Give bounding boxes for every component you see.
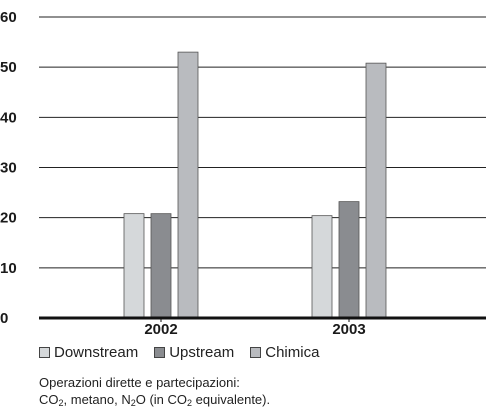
bar-downstream-2003 [311,215,333,319]
legend-item-downstream: Downstream [39,344,138,361]
legend-item-upstream: Upstream [154,344,234,361]
bar-chimica-2002 [177,51,199,319]
bars [123,51,387,319]
legend-label-chimica: Chimica [265,344,320,361]
bar-upstream-2002 [150,213,172,319]
note-line-1: Operazioni dirette e partecipazioni: [39,375,240,390]
chart-note: Operazioni dirette e partecipazioni: CO2… [39,374,270,408]
x-tick-label-2002: 2002 [144,321,177,338]
bar-chart: 0 10 20 30 40 50 60 2002 2003 [0,9,486,338]
x-axis-ticks: 2002 2003 [144,318,366,338]
legend-label-downstream: Downstream [54,344,139,361]
legend-swatch-upstream [154,347,166,358]
legend-item-chimica: Chimica [250,344,319,361]
x-tick-label-2003: 2003 [332,321,365,338]
y-tick-label-30: 30 [0,160,17,177]
legend: Downstream Upstream Chimica [39,344,335,361]
legend-label-upstream: Upstream [169,344,235,361]
y-tick-label-60: 60 [0,9,17,26]
y-tick-label-50: 50 [0,59,17,76]
legend-swatch-downstream [39,347,50,358]
grid-lines [39,16,486,269]
y-axis-ticks: 0 10 20 30 40 50 60 [0,9,17,327]
y-tick-label-20: 20 [0,210,17,227]
y-tick-label-10: 10 [0,260,17,277]
y-tick-label-40: 40 [0,109,17,126]
bar-chimica-2003 [365,62,387,319]
note-line-2: CO2, metano, N2O (in CO2 equivalente). [39,392,271,408]
bar-upstream-2003 [338,201,360,319]
y-tick-label-0: 0 [0,310,8,327]
bar-downstream-2002 [123,213,145,319]
legend-swatch-chimica [250,347,262,358]
